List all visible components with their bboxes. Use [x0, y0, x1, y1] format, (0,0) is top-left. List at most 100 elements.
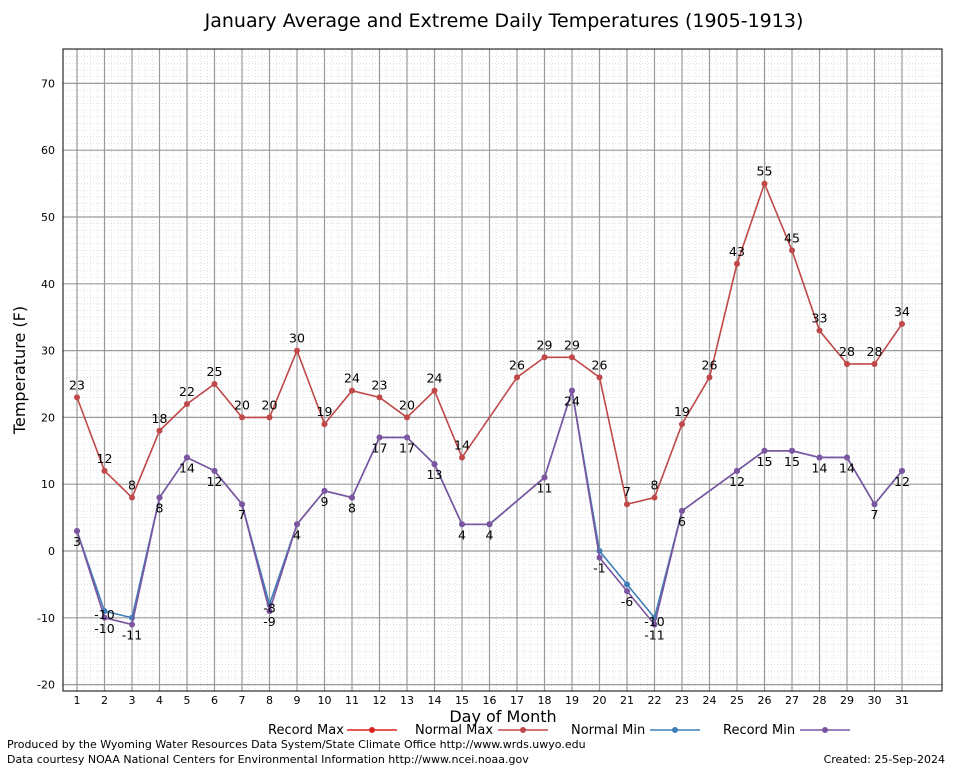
x-tick-label: 14: [428, 694, 442, 707]
data-point: [541, 354, 548, 361]
data-point: [596, 554, 603, 561]
data-point: [294, 347, 300, 354]
max-value-label: 26: [509, 357, 525, 372]
legend-item: Normal Min: [571, 723, 700, 738]
min-value-label: 17: [372, 440, 388, 455]
data-point: [844, 360, 850, 367]
min-value-label: 17: [399, 440, 415, 455]
x-tick-label: 4: [156, 694, 163, 707]
x-tick-label: 3: [129, 694, 136, 707]
x-tick-label: 15: [455, 694, 469, 707]
max-value-label: 30: [289, 331, 305, 346]
min-value-label: 9: [321, 494, 329, 509]
data-point: [816, 454, 823, 461]
y-tick-label: 10: [41, 478, 55, 491]
x-tick-label: 22: [648, 694, 662, 707]
min-value-label: 4: [458, 527, 466, 542]
min-value-label: 7: [871, 507, 879, 522]
y-tick-label: 30: [41, 345, 55, 358]
series-normal-max: [74, 180, 905, 508]
min-value-label: 11: [537, 481, 553, 496]
max-value-label: 34: [894, 304, 910, 319]
normal-min-value-label: -8: [263, 600, 276, 615]
data-point: [239, 414, 245, 421]
max-value-label: 12: [97, 451, 113, 466]
max-value-label: 23: [69, 377, 85, 392]
data-point: [459, 521, 465, 528]
y-axis-ticks: -20 -10 0 10 20 30 40 50 60 70: [37, 77, 55, 691]
data-point: [459, 454, 465, 461]
data-point: [376, 434, 383, 441]
min-value-label: 14: [179, 460, 195, 475]
x-tick-label: 26: [758, 694, 772, 707]
legend-swatch-marker: [369, 727, 375, 733]
min-value-label: -9: [263, 614, 276, 629]
data-point: [101, 614, 108, 621]
x-tick-label: 18: [538, 694, 552, 707]
x-tick-label: 9: [294, 694, 301, 707]
data-point: [734, 467, 740, 474]
max-value-label: 23: [372, 377, 388, 392]
data-point: [184, 401, 190, 408]
footer-courtesy: Data courtesy NOAA National Centers for …: [7, 753, 529, 766]
grid: [63, 49, 942, 691]
series-layer: [74, 180, 905, 628]
data-point: [129, 621, 135, 628]
min-value-label: 8: [156, 501, 164, 516]
x-tick-label: 13: [400, 694, 414, 707]
max-value-label: 29: [537, 337, 553, 352]
x-tick-label: 2: [101, 694, 108, 707]
x-tick-label: 27: [785, 694, 799, 707]
min-value-label: 7: [238, 507, 246, 522]
legend-label: Record Min: [723, 723, 795, 738]
y-tick-label: 40: [41, 278, 55, 291]
min-value-label: 14: [812, 460, 828, 475]
data-point: [294, 521, 300, 528]
data-point: [266, 414, 273, 421]
data-point: [349, 387, 355, 394]
x-tick-label: 21: [620, 694, 634, 707]
x-tick-label: 25: [730, 694, 744, 707]
min-value-label: 15: [757, 454, 773, 469]
data-point: [514, 374, 520, 381]
data-point: [871, 360, 878, 367]
data-point: [651, 621, 658, 628]
data-point: [706, 374, 713, 381]
y-axis-label: Temperature (F): [10, 306, 29, 435]
max-value-label: 20: [262, 397, 278, 412]
min-value-label: 8: [348, 501, 356, 516]
normal-min-value-label: -10: [644, 614, 664, 629]
max-value-label: 55: [757, 164, 773, 179]
legend-label: Record Max: [268, 723, 344, 738]
min-value-label: -10: [94, 621, 114, 636]
max-value-label: 19: [317, 404, 333, 419]
data-point: [734, 260, 740, 267]
min-value-label: 3: [73, 534, 81, 549]
x-tick-label: 29: [840, 694, 854, 707]
min-value-label: -11: [644, 627, 664, 642]
max-value-label: 24: [427, 371, 443, 386]
max-value-label: 33: [812, 311, 828, 326]
data-point: [789, 247, 795, 254]
data-point: [156, 494, 163, 501]
legend-label: Normal Min: [571, 723, 645, 738]
data-point: [871, 501, 878, 508]
data-point: [129, 494, 135, 501]
x-tick-label: 6: [211, 694, 218, 707]
data-point: [899, 320, 905, 327]
legend-label: Normal Max: [415, 723, 493, 738]
chart-title: January Average and Extreme Daily Temper…: [204, 10, 804, 32]
min-value-label: 4: [486, 527, 494, 542]
data-point: [376, 394, 383, 401]
data-point: [486, 521, 493, 528]
x-tick-label: 17: [510, 694, 524, 707]
data-point: [211, 467, 218, 474]
footer-created: Created: 25-Sep-2024: [824, 753, 945, 766]
data-point: [844, 454, 850, 461]
data-point: [816, 327, 823, 334]
footer-produced-by: Produced by the Wyoming Water Resources …: [7, 738, 586, 751]
max-value-label: 20: [234, 397, 250, 412]
data-point: [569, 387, 575, 394]
x-tick-label: 8: [266, 694, 273, 707]
data-point: [404, 434, 410, 441]
